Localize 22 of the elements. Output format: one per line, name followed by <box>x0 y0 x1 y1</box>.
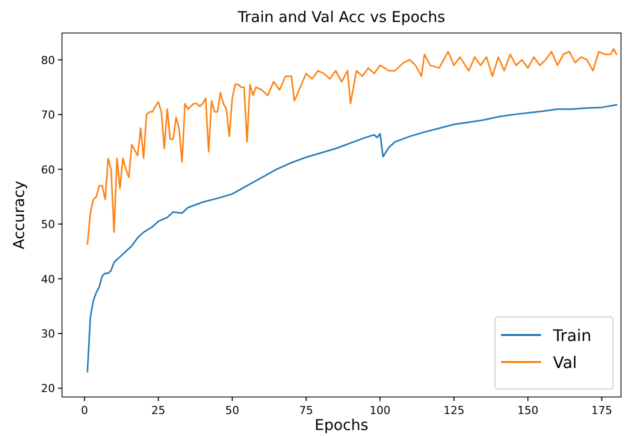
x-tick-label: 100 <box>370 404 391 417</box>
legend-label: Val <box>553 353 577 372</box>
x-tick-label: 175 <box>591 404 612 417</box>
x-tick-label: 125 <box>443 404 464 417</box>
legend-label: Train <box>552 326 592 345</box>
y-tick-label: 30 <box>41 328 55 341</box>
y-tick-label: 40 <box>41 272 55 286</box>
x-tick-label: 25 <box>151 404 166 417</box>
x-tick-label: 150 <box>517 404 538 417</box>
y-tick-label: 70 <box>41 108 55 122</box>
y-tick-label: 20 <box>41 382 55 396</box>
y-tick-label: 60 <box>41 163 55 176</box>
x-axis-title: Epochs <box>314 416 369 434</box>
chart-title: Train and Val Acc vs Epochs <box>236 8 446 26</box>
y-tick-label: 50 <box>41 218 55 232</box>
x-tick-label: 75 <box>299 404 314 417</box>
line-series <box>86 104 618 373</box>
y-tick-label: 80 <box>41 54 55 67</box>
y-axis-title: Accuracy <box>10 180 28 250</box>
x-tick-label: 0 <box>80 404 88 417</box>
line-series <box>86 48 618 246</box>
x-tick-label: 50 <box>225 404 240 417</box>
